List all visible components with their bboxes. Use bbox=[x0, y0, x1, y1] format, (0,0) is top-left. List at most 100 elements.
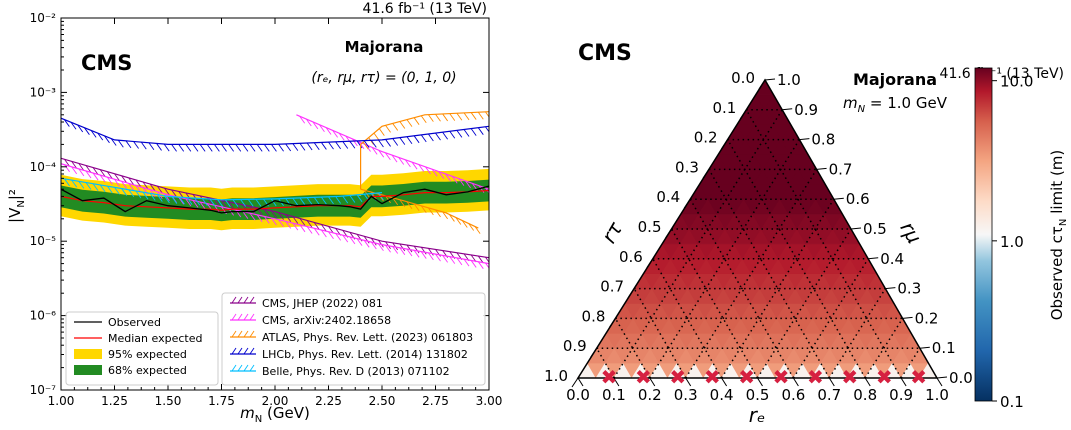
hatch-mark bbox=[392, 246, 399, 254]
hatch-mark bbox=[228, 144, 234, 152]
hatch-mark bbox=[455, 217, 462, 225]
hatch-mark bbox=[485, 187, 489, 194]
rtau-tick-label: 0.8 bbox=[582, 307, 606, 325]
hatch-mark bbox=[406, 248, 413, 257]
hatch-mark bbox=[85, 170, 92, 179]
hatch-mark bbox=[306, 226, 313, 234]
hatch-mark bbox=[214, 144, 220, 152]
ternary-gridline bbox=[649, 139, 801, 379]
hatch-mark bbox=[221, 144, 227, 152]
rmu-tick-label: 0.8 bbox=[811, 131, 835, 149]
hatch-mark bbox=[178, 196, 185, 205]
colorbar bbox=[974, 67, 993, 402]
hatch-mark bbox=[378, 243, 384, 252]
hatch-mark bbox=[299, 224, 306, 233]
hatch-mark bbox=[442, 113, 448, 122]
rmu-tick bbox=[833, 197, 844, 200]
hatch-mark bbox=[140, 141, 147, 150]
hatch-mark bbox=[171, 144, 177, 152]
hatch-mark bbox=[199, 144, 206, 152]
hatch-mark bbox=[121, 175, 127, 184]
rtau-tick bbox=[571, 377, 579, 388]
rmu-tick-label: 0.3 bbox=[897, 280, 921, 298]
hatch-mark bbox=[463, 129, 470, 137]
ternary-gridline bbox=[708, 169, 830, 379]
hatch-mark bbox=[306, 197, 313, 205]
hatch-mark bbox=[64, 164, 70, 173]
hatch-mark bbox=[278, 212, 284, 220]
limit-lines bbox=[61, 185, 489, 214]
hatch-mark bbox=[465, 180, 471, 189]
hatch-mark bbox=[135, 190, 142, 199]
rmu-tick bbox=[816, 167, 827, 170]
legend-right: CMS, JHEP (2022) 081 CMS, arXiv:2402.1865… bbox=[221, 292, 486, 386]
legend-ref-hatch bbox=[237, 364, 243, 372]
hatch-mark bbox=[164, 187, 170, 196]
hatch-mark bbox=[292, 197, 299, 206]
mass-sub: N bbox=[858, 104, 866, 115]
hatch-mark bbox=[438, 171, 445, 179]
hatch-mark bbox=[256, 144, 263, 152]
hatch-mark bbox=[458, 178, 465, 186]
left-x-axis-label: mN (GeV) bbox=[240, 404, 310, 425]
ternary-gridline bbox=[900, 347, 921, 379]
hatch-mark bbox=[338, 132, 345, 141]
re-tick-label: 0.3 bbox=[674, 386, 698, 404]
excluded-marker: ✖ bbox=[635, 365, 652, 389]
hatch-mark bbox=[392, 197, 399, 206]
hatch-mark bbox=[362, 141, 369, 150]
legend-ref-hatch bbox=[249, 313, 255, 321]
hatch-mark bbox=[271, 144, 277, 152]
hatch-mark bbox=[185, 192, 192, 201]
hatch-mark bbox=[470, 112, 477, 120]
rtau-tick-label: 0.2 bbox=[694, 129, 718, 147]
legend-median: Median expected bbox=[108, 332, 202, 345]
hatch-mark bbox=[285, 221, 292, 229]
hatch-mark bbox=[449, 113, 456, 121]
hatch-mark bbox=[321, 229, 327, 238]
reference-curve bbox=[61, 157, 489, 259]
hatch-mark bbox=[477, 261, 484, 269]
hatch-mark bbox=[420, 134, 427, 143]
hatch-mark bbox=[411, 161, 418, 170]
hatch-mark bbox=[185, 198, 192, 207]
rtau-tick bbox=[590, 347, 598, 358]
hatch-mark bbox=[456, 257, 463, 266]
hatch-mark bbox=[99, 169, 106, 177]
ternary-chart: 0.0 0.0 0.0 0.1 0.1 0.1 0.2 0.2 0.2 0.3 0.3 0.3 0.4 0… bbox=[544, 41, 1069, 427]
rtau-tick-label: 0.0 bbox=[731, 69, 755, 87]
hatch-mark bbox=[442, 211, 448, 220]
y-label-sub: N bbox=[16, 200, 27, 207]
rmu-tick bbox=[799, 138, 810, 141]
rmu-tick-label: 0.7 bbox=[829, 160, 853, 178]
hatch-mark bbox=[356, 238, 363, 246]
hatch-mark bbox=[477, 127, 484, 135]
hatch-mark bbox=[420, 115, 427, 124]
hatch-mark bbox=[305, 118, 312, 127]
rtau-tick bbox=[646, 258, 654, 269]
hatch-mark bbox=[84, 127, 90, 135]
re-tick-label: 0.5 bbox=[746, 386, 770, 404]
rmu-tick bbox=[850, 227, 862, 230]
ternary-gridline bbox=[792, 258, 869, 379]
hatch-mark bbox=[442, 131, 448, 140]
hatch-mark bbox=[249, 212, 256, 221]
hatch-mark bbox=[474, 226, 481, 234]
hatch-mark bbox=[328, 196, 334, 205]
hatch-mark bbox=[420, 251, 427, 259]
hatch-mark bbox=[358, 141, 365, 149]
cb-label-sub: N bbox=[1058, 219, 1069, 226]
hatch-mark bbox=[470, 128, 477, 136]
hatch-mark bbox=[428, 252, 434, 261]
x-label-unit: (GeV) bbox=[262, 404, 310, 422]
rtau-tick bbox=[665, 228, 672, 239]
ternary-cell bbox=[755, 79, 775, 96]
hatch-mark bbox=[435, 132, 441, 141]
right-cms-label: CMS bbox=[578, 41, 632, 66]
hatch-mark bbox=[399, 121, 406, 129]
right-model-label: Majorana bbox=[853, 70, 937, 89]
hatch-mark bbox=[92, 183, 99, 192]
hatch-mark bbox=[63, 119, 70, 127]
excluded-marker: ✖ bbox=[704, 365, 721, 389]
hatch-mark bbox=[399, 243, 406, 252]
